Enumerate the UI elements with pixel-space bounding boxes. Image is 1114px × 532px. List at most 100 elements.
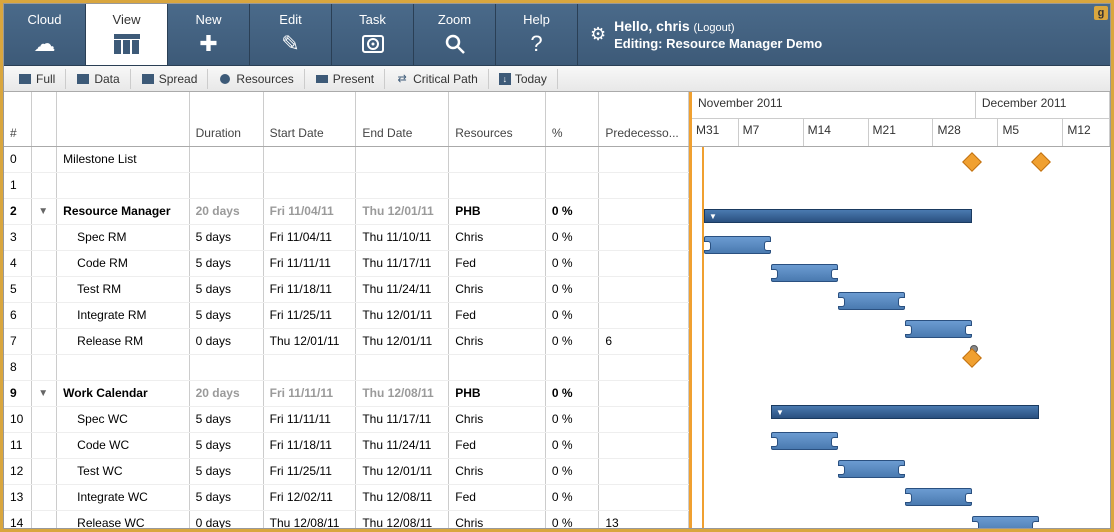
milestone-diamond[interactable] bbox=[962, 348, 982, 368]
gantt-row bbox=[692, 483, 1110, 511]
table-row[interactable]: 8 bbox=[4, 354, 689, 380]
gantt-week: M31 bbox=[692, 119, 739, 146]
gantt-header: November 2011December 2011 M31M7M14M21M2… bbox=[692, 92, 1110, 147]
plus-icon: ✚ bbox=[199, 31, 217, 57]
columns-icon bbox=[114, 31, 140, 57]
gantt-week: M7 bbox=[739, 119, 804, 146]
settings-icon[interactable]: ⚙ bbox=[590, 24, 606, 45]
sec-resources[interactable]: Resources bbox=[208, 69, 304, 89]
table-row[interactable]: 14Release WC0 daysThu 12/08/11Thu 12/08/… bbox=[4, 510, 689, 528]
gantt-pane[interactable]: November 2011December 2011 M31M7M14M21M2… bbox=[692, 92, 1110, 528]
task-bar[interactable] bbox=[704, 236, 771, 254]
gantt-row bbox=[692, 259, 1110, 287]
summary-bar[interactable]: ▼ bbox=[704, 209, 972, 223]
col-header-num[interactable]: # bbox=[4, 92, 32, 146]
col-header-toggle bbox=[32, 92, 57, 146]
editing-line: Editing: Resource Manager Demo bbox=[614, 36, 822, 51]
gantt-week: M21 bbox=[869, 119, 934, 146]
sec-full[interactable]: Full bbox=[8, 69, 66, 89]
grid-header: # Duration Start Date End Date Resources… bbox=[4, 92, 689, 146]
pencil-icon: ✎ bbox=[281, 31, 299, 57]
gantt-months-row: November 2011December 2011 bbox=[692, 92, 1110, 119]
col-header-end[interactable]: End Date bbox=[356, 92, 449, 146]
logout-link[interactable]: (Logout) bbox=[694, 22, 735, 34]
gantt-row: ▼ bbox=[692, 203, 1110, 231]
milestone-diamond[interactable] bbox=[962, 152, 982, 172]
collapse-icon[interactable]: ▼ bbox=[38, 388, 48, 399]
gantt-row: ▼ bbox=[692, 399, 1110, 427]
sec-present[interactable]: Present bbox=[305, 69, 385, 89]
gear-task-icon bbox=[361, 31, 385, 57]
sec-data[interactable]: Data bbox=[66, 69, 130, 89]
gantt-row bbox=[692, 231, 1110, 259]
table-row[interactable]: 4Code RM5 daysFri 11/11/11Thu 11/17/11Fe… bbox=[4, 250, 689, 276]
table-row[interactable]: 0Milestone List bbox=[4, 146, 689, 172]
greeting: Hello, chris (Logout) bbox=[614, 18, 822, 34]
gantt-row bbox=[692, 427, 1110, 455]
gantt-week: M12 bbox=[1063, 119, 1110, 146]
gantt-row bbox=[692, 147, 1110, 175]
gantt-row bbox=[692, 287, 1110, 315]
sec-spread[interactable]: Spread bbox=[131, 69, 209, 89]
tab-edit[interactable]: Edit ✎ bbox=[250, 4, 332, 65]
task-bar[interactable] bbox=[771, 264, 838, 282]
table-row[interactable]: 3Spec RM5 daysFri 11/04/11Thu 11/10/11Ch… bbox=[4, 224, 689, 250]
cloud-icon: ☁ bbox=[34, 31, 56, 57]
gantt-row bbox=[692, 455, 1110, 483]
col-header-start[interactable]: Start Date bbox=[263, 92, 356, 146]
summary-bar[interactable]: ▼ bbox=[771, 405, 1039, 419]
table-row[interactable]: 7Release RM0 daysThu 12/01/11Thu 12/01/1… bbox=[4, 328, 689, 354]
gantt-weeks-row: M31M7M14M21M28M5M12 bbox=[692, 119, 1110, 146]
gantt-row bbox=[692, 175, 1110, 203]
milestone-diamond[interactable] bbox=[1031, 152, 1051, 172]
today-line bbox=[702, 147, 704, 528]
secondary-toolbar: Full Data Spread Resources Present ⇄Crit… bbox=[4, 66, 1110, 92]
table-row[interactable]: 11Code WC5 daysFri 11/18/11Thu 11/24/11F… bbox=[4, 432, 689, 458]
gantt-body: ▼▼ bbox=[692, 147, 1110, 528]
main-split: # Duration Start Date End Date Resources… bbox=[4, 92, 1110, 528]
table-row[interactable]: 13Integrate WC5 daysFri 12/02/11Thu 12/0… bbox=[4, 484, 689, 510]
question-icon: ? bbox=[530, 31, 542, 57]
table-row[interactable]: 9▼Work Calendar20 daysFri 11/11/11Thu 12… bbox=[4, 380, 689, 406]
tab-new[interactable]: New ✚ bbox=[168, 4, 250, 65]
task-bar[interactable] bbox=[972, 516, 1039, 528]
task-bar[interactable] bbox=[838, 292, 905, 310]
col-header-duration[interactable]: Duration bbox=[189, 92, 263, 146]
collapse-icon[interactable]: ▼ bbox=[38, 206, 48, 217]
task-bar[interactable] bbox=[771, 432, 838, 450]
gantt-month: November 2011 bbox=[692, 92, 976, 119]
task-grid: # Duration Start Date End Date Resources… bbox=[4, 92, 689, 528]
col-header-name[interactable] bbox=[57, 92, 189, 146]
gantt-week: M28 bbox=[933, 119, 998, 146]
corner-badge: g bbox=[1094, 6, 1108, 20]
gantt-month: December 2011 bbox=[976, 92, 1110, 119]
search-icon bbox=[444, 31, 466, 57]
table-row[interactable]: 12Test WC5 daysFri 11/25/11Thu 12/01/11C… bbox=[4, 458, 689, 484]
grid-pane[interactable]: # Duration Start Date End Date Resources… bbox=[4, 92, 692, 528]
gantt-row bbox=[692, 371, 1110, 399]
table-row[interactable]: 2▼Resource Manager20 daysFri 11/04/11Thu… bbox=[4, 198, 689, 224]
tab-view[interactable]: View bbox=[86, 4, 168, 65]
col-header-percent[interactable]: % bbox=[545, 92, 598, 146]
tab-task[interactable]: Task bbox=[332, 4, 414, 65]
task-bar[interactable] bbox=[905, 320, 972, 338]
main-toolbar: Cloud ☁ View New ✚ Edit ✎ Task Zoom bbox=[4, 4, 1110, 66]
task-bar[interactable] bbox=[905, 488, 972, 506]
task-bar[interactable] bbox=[838, 460, 905, 478]
table-row[interactable]: 6Integrate RM5 daysFri 11/25/11Thu 12/01… bbox=[4, 302, 689, 328]
user-area: ⚙ Hello, chris (Logout) Editing: Resourc… bbox=[578, 4, 1110, 65]
table-row[interactable]: 10Spec WC5 daysFri 11/11/11Thu 11/17/11C… bbox=[4, 406, 689, 432]
tab-cloud[interactable]: Cloud ☁ bbox=[4, 4, 86, 65]
table-row[interactable]: 5Test RM5 daysFri 11/18/11Thu 11/24/11Ch… bbox=[4, 276, 689, 302]
gantt-row bbox=[692, 511, 1110, 528]
col-header-pred[interactable]: Predecesso... bbox=[599, 92, 689, 146]
col-header-resources[interactable]: Resources bbox=[449, 92, 546, 146]
tab-zoom[interactable]: Zoom bbox=[414, 4, 496, 65]
gantt-week: M14 bbox=[804, 119, 869, 146]
sec-critical[interactable]: ⇄Critical Path bbox=[385, 69, 489, 89]
gantt-row bbox=[692, 343, 1110, 371]
sec-today[interactable]: ↓Today bbox=[489, 69, 558, 89]
table-row[interactable]: 1 bbox=[4, 172, 689, 198]
tab-help[interactable]: Help ? bbox=[496, 4, 578, 65]
app-window: Cloud ☁ View New ✚ Edit ✎ Task Zoom bbox=[3, 3, 1111, 529]
